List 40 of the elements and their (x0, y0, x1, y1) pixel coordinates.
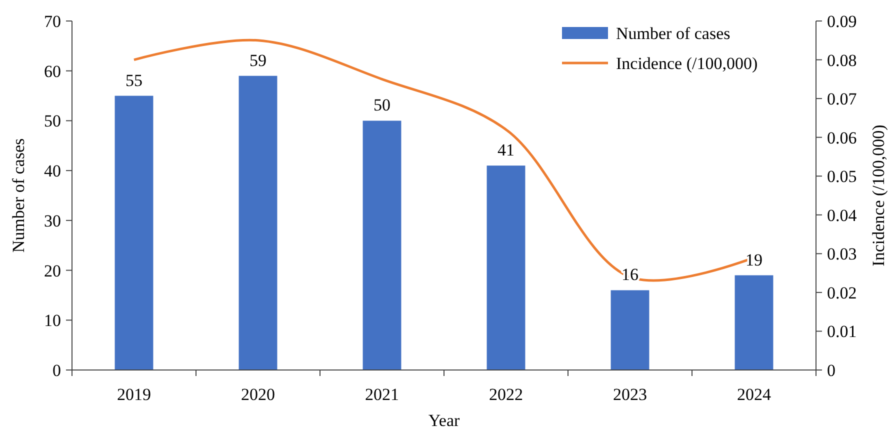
y-tick-label: 0 (52, 361, 61, 380)
y-axis-title: Number of cases (9, 138, 28, 253)
y-tick-label: 30 (44, 211, 61, 230)
y2-tick-label: 0.02 (827, 283, 857, 302)
data-label: 59 (250, 50, 266, 70)
y-tick-label: 20 (44, 261, 61, 280)
y-tick-label: 40 (44, 162, 61, 181)
y2-tick-label: 0.09 (827, 12, 857, 31)
y2-tick-label: 0 (827, 361, 836, 380)
bar (486, 166, 526, 370)
y2-tick-label: 0.03 (827, 244, 857, 264)
y2-tick-label: 0.01 (827, 322, 857, 342)
y2-axis-title: Incidence (/100,000) (869, 124, 888, 266)
y2-tick-label: 0.08 (827, 50, 857, 70)
x-tick-label: 2024 (737, 385, 772, 404)
bar (238, 76, 278, 370)
x-tick-label: 2021 (365, 385, 399, 404)
y2-tick-label: 0.05 (827, 167, 857, 186)
data-label: 19 (746, 250, 762, 270)
y2-tick-label: 0.04 (827, 206, 858, 225)
x-tick-label: 2022 (489, 385, 523, 404)
x-tick-label: 2020 (241, 385, 275, 404)
bar (362, 120, 402, 370)
x-tick-label: 2019 (117, 385, 151, 404)
data-label: 50 (374, 96, 390, 115)
bar (734, 275, 774, 370)
y-tick-label: 10 (44, 311, 61, 330)
y2-tick-label: 0.06 (827, 128, 857, 148)
legend-label: Number of cases (616, 24, 730, 43)
y-tick-label: 60 (44, 62, 61, 81)
y-tick-label: 70 (44, 12, 61, 31)
bar (114, 96, 154, 370)
y-tick-label: 50 (44, 112, 61, 131)
data-label: 41 (498, 140, 514, 160)
x-tick-label: 2023 (613, 385, 647, 404)
data-label: 55 (126, 70, 142, 90)
x-axis-title: Year (428, 411, 460, 430)
bar (610, 290, 650, 370)
legend-label: Incidence (/100,000) (616, 54, 758, 73)
y2-tick-label: 0.07 (827, 90, 858, 109)
